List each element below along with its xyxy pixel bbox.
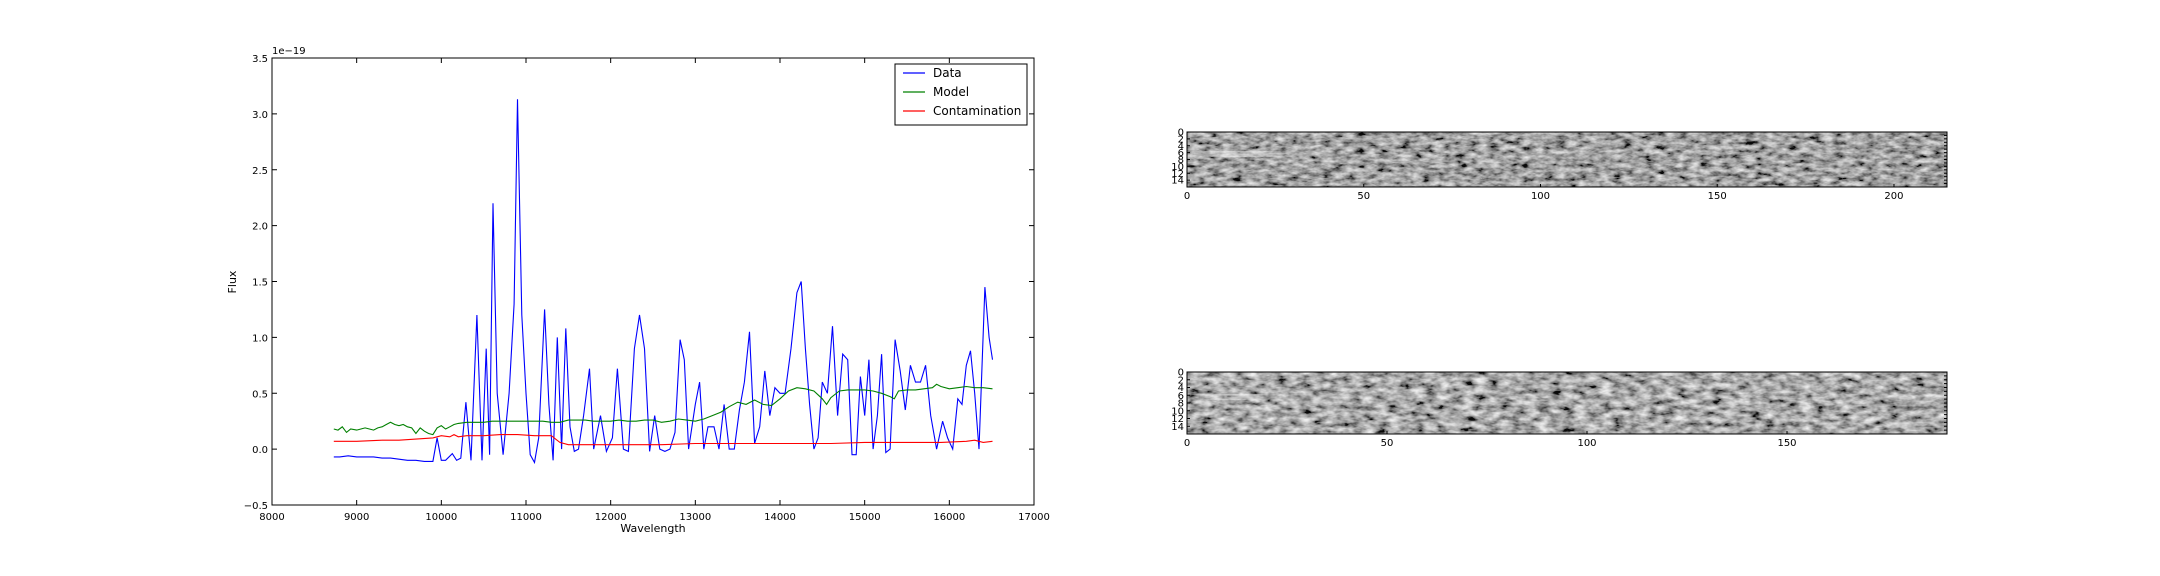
image-y-tick-label: 8 <box>1178 399 1184 410</box>
image-x-tick-label: 100 <box>1577 438 1596 449</box>
image-y-tick-label: 2 <box>1178 375 1184 386</box>
legend-entry-contamination: Contamination <box>903 104 1021 118</box>
y-tick-label: 3.0 <box>252 110 268 121</box>
image-y-tick-label: 12 <box>1171 169 1184 180</box>
y-tick-label: 1.5 <box>252 278 268 289</box>
x-tick-label: 9000 <box>344 512 369 523</box>
y-tick-label: 3.5 <box>252 54 268 65</box>
y-tick-label: −0.5 <box>244 501 268 512</box>
x-tick-label: 8000 <box>259 512 284 523</box>
image-x-tick-label: 50 <box>1381 438 1394 449</box>
image-2-x-ticks: 0 50 100 150 <box>1184 431 1797 449</box>
image-x-tick-label: 0 <box>1184 438 1190 449</box>
y-tick-label: 0.5 <box>252 389 268 400</box>
legend-label-contamination: Contamination <box>933 104 1021 118</box>
image-2-noise <box>1187 372 1947 434</box>
image-y-tick-label: 4 <box>1178 383 1184 394</box>
legend: Data Model Contamination <box>894 63 1028 126</box>
legend-entry-model: Model <box>903 85 969 99</box>
legend-entry-data: Data <box>903 66 962 80</box>
y-tick-label: 1.0 <box>252 333 268 344</box>
image-1-noise <box>1187 132 1947 187</box>
image-x-tick-label: 150 <box>1777 438 1796 449</box>
x-tick-label: 12000 <box>595 512 627 523</box>
series-line-contamination <box>333 433 993 446</box>
x-tick-label: 17000 <box>1018 512 1050 523</box>
spectrum-plot: 8000 9000 10000 11000 12000 13000 14000 15000 16… <box>226 46 1050 535</box>
x-tick-label: 14000 <box>764 512 796 523</box>
image-y-tick-label: 14 <box>1171 176 1184 187</box>
x-axis-ticks: 8000 9000 10000 11000 12000 13000 14000 15000 16… <box>259 58 1050 523</box>
image-y-tick-label: 8 <box>1178 155 1184 166</box>
image-y-tick-label: 10 <box>1171 406 1184 417</box>
legend-box <box>894 63 1028 126</box>
y-axis-ticks: −0.5 0.0 0.5 1.0 1.5 2.0 2.5 3.0 3.5 <box>244 54 1034 512</box>
y-axis-label: Flux <box>226 270 239 293</box>
image-x-tick-label: 100 <box>1531 191 1550 202</box>
y-tick-label: 2.0 <box>252 222 268 233</box>
x-tick-label: 10000 <box>425 512 457 523</box>
series-line-data <box>333 99 994 465</box>
image-y-tick-label: 0 <box>1178 368 1184 379</box>
y-tick-label: 0.0 <box>252 445 268 456</box>
x-tick-label: 13000 <box>679 512 711 523</box>
image-x-tick-label: 150 <box>1708 191 1727 202</box>
x-axis-label: Wavelength <box>620 522 685 535</box>
image-y-tick-label: 4 <box>1178 141 1184 152</box>
plot-lines <box>333 99 994 465</box>
image-y-tick-label: 10 <box>1171 162 1184 173</box>
image-x-tick-label: 50 <box>1357 191 1370 202</box>
y-tick-label: 2.5 <box>252 166 268 177</box>
x-tick-label: 15000 <box>849 512 881 523</box>
image-y-tick-label: 6 <box>1178 391 1184 402</box>
image-y-tick-label: 14 <box>1171 422 1184 433</box>
image-y-tick-label: 0 <box>1178 128 1184 139</box>
image-1-x-ticks: 0 50 100 150 200 <box>1184 184 1904 202</box>
image-1-trace <box>1190 151 1340 157</box>
legend-label-data: Data <box>933 66 962 80</box>
image-y-tick-label: 12 <box>1171 414 1184 425</box>
image-x-tick-label: 200 <box>1884 191 1903 202</box>
image-y-tick-label: 2 <box>1178 134 1184 145</box>
series-line-model <box>333 383 993 436</box>
image-2-trace <box>1200 394 1300 400</box>
image-x-tick-label: 0 <box>1184 191 1190 202</box>
y-offset-label: 1e−19 <box>272 46 306 57</box>
legend-label-model: Model <box>933 85 969 99</box>
x-tick-label: 16000 <box>933 512 965 523</box>
image-y-tick-label: 6 <box>1178 148 1184 159</box>
x-tick-label: 11000 <box>510 512 542 523</box>
